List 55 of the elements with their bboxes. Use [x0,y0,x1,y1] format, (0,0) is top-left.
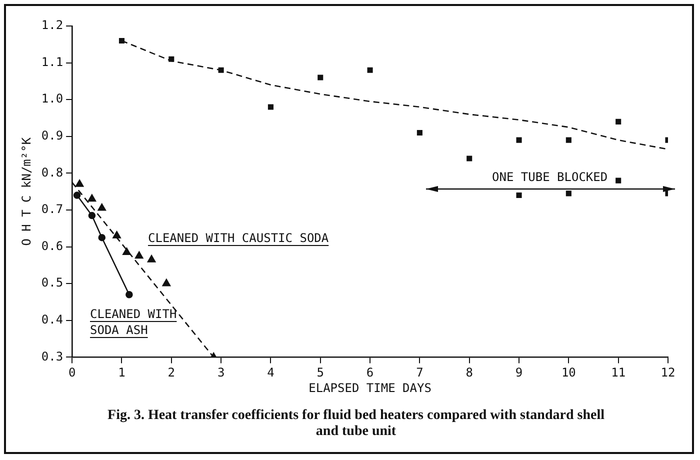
x-tick-label: 6 [366,366,374,380]
x-tick-label: 12 [660,366,676,380]
point [135,251,144,259]
point [566,137,572,143]
y-tick-label: 1.2 [41,18,64,32]
point [516,137,522,143]
x-tick-label: 1 [118,366,126,380]
point [416,130,422,136]
point [122,248,131,255]
y-tick-label: 0.4 [41,312,64,327]
point [168,56,174,62]
y-tick-label: 0.3 [41,349,64,364]
x-tick-label: 9 [515,366,523,380]
point [126,290,133,298]
point [75,180,84,187]
point [466,156,472,162]
point [318,74,324,80]
point [88,194,96,202]
point [516,192,522,198]
x-tick-label: 7 [416,366,424,380]
y-tick-label: 0.9 [41,128,64,143]
point [218,67,224,73]
x-tick-label: 11 [611,366,626,380]
x-tick-label: 0 [68,366,76,380]
x-tick-label: 2 [168,366,176,380]
point [88,212,96,220]
point [616,178,622,184]
y-axis-title: O H T C kN/m²°K [19,136,34,246]
point [367,67,373,73]
y-tick-label: 0.7 [41,202,64,216]
point [118,38,125,44]
point [566,190,572,196]
annotation: CLEANED WITH SODA ASH [90,306,178,338]
point [162,278,171,286]
point [73,192,81,199]
x-tick-label: 5 [316,366,324,380]
point [268,104,274,110]
y-tick-label: 0.5 [41,276,64,290]
point [98,234,106,242]
point [616,118,622,124]
point [112,231,121,238]
point [98,204,106,211]
x-tick-label: 3 [217,366,225,380]
y-tick-label: 0.8 [41,165,64,180]
x-axis-title: ELAPSED TIME DAYS [308,380,432,395]
annotation: ONE TUBE BLOCKED [492,169,608,185]
caption: Fig. 3. Heat transfer coefficients for fluid bed heaters compared with standard shell and tube unit [106,408,606,440]
point [147,255,156,262]
x-tick-label: 10 [561,366,576,380]
annotation: CLEANED WITH CAUSTIC SODA [148,230,329,246]
y-tick-label: 1.1 [41,54,64,69]
x-tick-label: 8 [466,366,473,380]
x-tick-label: 4 [267,366,274,380]
y-tick-label: 0.6 [41,238,64,253]
y-tick-label: 1.0 [41,92,64,106]
